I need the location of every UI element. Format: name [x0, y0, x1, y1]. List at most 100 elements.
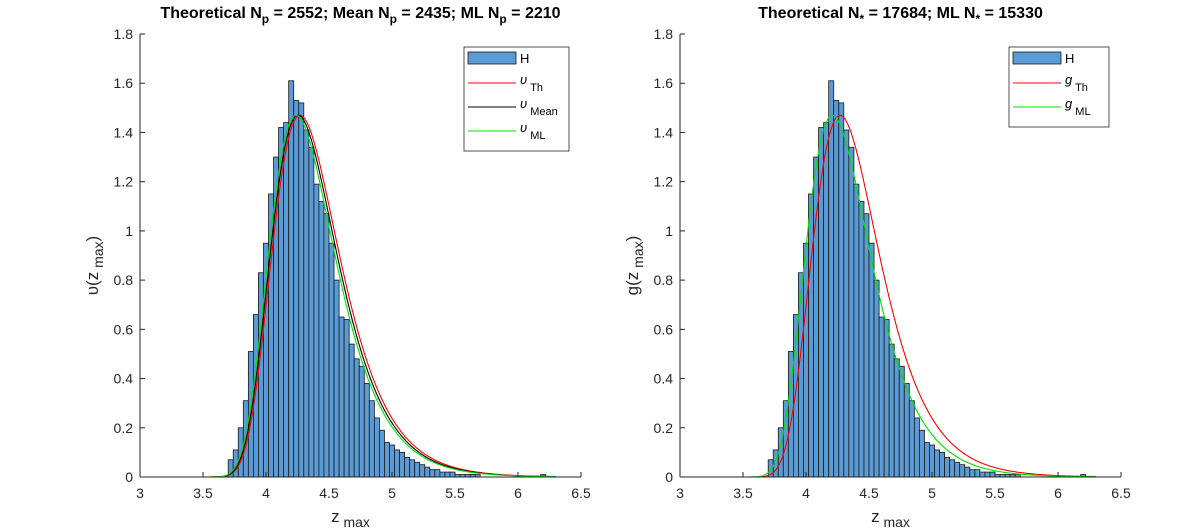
- y-tick-label: 0.4: [654, 371, 674, 387]
- x-axis-label: z max: [331, 507, 370, 530]
- histogram-bar: [858, 200, 865, 478]
- chart-1: 3 3.5 4 4.5 5 5.5 6 6.5 0 0.2 0.4 0.6 0.8 1 1.2 1.4 1.6 1…: [83, 5, 591, 530]
- histogram-bar: [353, 358, 360, 478]
- y-tick-label: 0.4: [114, 371, 134, 387]
- curve-ml: [196, 114, 556, 478]
- histogram-bar: [919, 429, 925, 478]
- histogram-bar: [863, 213, 870, 478]
- histogram-bar: [363, 383, 370, 478]
- x-tick-label: 3: [676, 485, 684, 501]
- legend-label-h: H: [520, 51, 529, 66]
- histogram-bar: [989, 471, 996, 478]
- histogram-bar: [333, 279, 340, 478]
- legend-label-ml: g ML: [1065, 96, 1091, 118]
- x-tick-label: 3.5: [193, 485, 213, 501]
- legend-label-mean: υ Mean: [520, 96, 558, 118]
- histogram-bar: [409, 459, 416, 478]
- histogram-bar: [394, 449, 400, 478]
- histogram-bar: [888, 343, 895, 478]
- histogram-bar: [348, 343, 355, 478]
- histogram-bar: [798, 272, 804, 478]
- histogram-bar: [404, 456, 411, 478]
- histogram-bar: [293, 100, 300, 478]
- histogram-bar: [449, 471, 456, 478]
- histogram-bar: [944, 456, 951, 478]
- histogram-bar: [803, 242, 809, 478]
- histogram-bar: [343, 319, 350, 478]
- y-tick-label: 0.2: [114, 420, 134, 436]
- histogram-bar: [969, 469, 976, 478]
- x-tick-label: 3.5: [733, 485, 753, 501]
- y-tick-label: 1.4: [654, 124, 674, 140]
- histogram-bar: [358, 365, 365, 478]
- histogram-bar: [828, 80, 835, 478]
- y-tick-label: 1: [665, 223, 673, 239]
- x-tick-label: 5: [928, 485, 936, 501]
- histogram-bar: [439, 471, 446, 478]
- histogram-bar: [823, 122, 830, 478]
- x-tick-label: 5.5: [985, 485, 1005, 501]
- y-tick-label: 1: [125, 223, 133, 239]
- x-tick-label: 6.5: [1111, 485, 1131, 501]
- histogram-bar: [288, 80, 295, 478]
- x-tick-label: 5.5: [445, 485, 465, 501]
- histogram-bar: [893, 358, 900, 478]
- legend-label-th: g Th: [1065, 72, 1088, 94]
- curve-ml: [736, 114, 1096, 478]
- histogram-bar: [949, 459, 956, 478]
- histogram-bar: [908, 400, 915, 478]
- legend-label-h: H: [1065, 51, 1074, 66]
- histogram-bar: [838, 102, 845, 478]
- y-tick-label: 0.6: [114, 321, 134, 337]
- histogram-bar: [328, 242, 335, 478]
- histogram-bar: [833, 100, 840, 478]
- histogram-bar: [924, 442, 930, 478]
- histogram-bar: [399, 451, 405, 478]
- y-tick-label: 0.8: [654, 272, 674, 288]
- histogram-bar: [873, 279, 880, 478]
- histogram-bar: [318, 200, 325, 478]
- x-tick-label: 6.5: [571, 485, 591, 501]
- histogram-bar: [373, 417, 380, 478]
- histogram-bar: [424, 466, 431, 478]
- y-tick-label: 1.6: [114, 75, 134, 91]
- histogram-bar: [974, 469, 981, 478]
- legend-swatch-h: [467, 51, 517, 65]
- histogram-bar: [868, 242, 875, 478]
- histogram-bar: [283, 122, 290, 478]
- histogram-bar: [303, 129, 310, 478]
- histogram-bar: [444, 471, 451, 478]
- y-tick-label: 1.8: [114, 26, 134, 42]
- y-tick-label: 1.2: [654, 174, 674, 190]
- x-tick-label: 4: [802, 485, 810, 501]
- histogram-bar: [848, 146, 855, 478]
- x-axis-label: z max: [871, 507, 910, 530]
- histogram-bar: [883, 319, 890, 478]
- histogram-bar: [384, 442, 390, 478]
- x-tick-label: 4: [262, 485, 270, 501]
- legend-label-ml: υ ML: [520, 120, 546, 142]
- histogram-bar: [308, 146, 315, 478]
- y-axis-label: υ(z max): [83, 236, 106, 295]
- chart-2: 3 3.5 4 4.5 5 5.5 6 6.5 0 0.2 0.4 0.6 0.8 1 1.2 1.4 1.6 1…: [623, 5, 1131, 530]
- histogram-bar: [368, 400, 375, 478]
- histogram-bar: [313, 183, 320, 478]
- x-tick-label: 4.5: [859, 485, 879, 501]
- histogram-bar: [898, 365, 905, 478]
- y-tick-label: 0.2: [654, 420, 674, 436]
- histogram-bar: [913, 417, 920, 478]
- histogram-bar: [934, 449, 940, 478]
- legend: Hg Thg ML: [1008, 46, 1110, 128]
- histogram-bar: [338, 316, 345, 478]
- y-tick-label: 0: [125, 469, 133, 485]
- x-tick-label: 6: [514, 485, 522, 501]
- histogram-bar: [419, 464, 426, 478]
- histogram-bar: [434, 469, 441, 478]
- histogram-bar: [414, 461, 421, 478]
- chart-title: Theoretical N* = 17684; ML N* = 15330: [758, 5, 1043, 26]
- histogram-bar: [903, 383, 910, 478]
- histogram-bar: [323, 213, 330, 478]
- histogram-bar: [979, 471, 986, 478]
- legend-label-th: υ Th: [520, 72, 543, 94]
